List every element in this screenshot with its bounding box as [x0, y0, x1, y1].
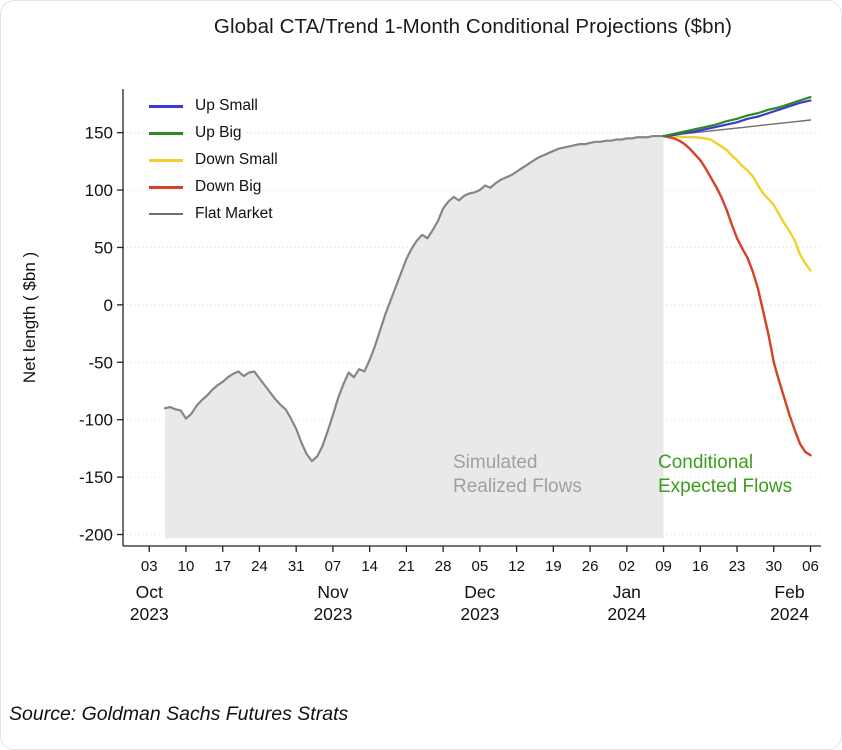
legend-line-swatch-up-big — [149, 131, 183, 135]
y-tick-label: 50 — [94, 238, 113, 257]
x-year-label: 2023 — [460, 604, 499, 624]
x-month-label: Nov — [317, 582, 348, 602]
series-line-realized — [163, 134, 665, 463]
legend-line-swatch-down-small — [149, 158, 183, 162]
legend-label: Down Small — [195, 151, 278, 168]
x-tick-label: 03 — [141, 558, 158, 575]
series-line-flat_market — [662, 119, 812, 137]
annotation-simulated-realized-flows: Simulated Realized Flows — [453, 451, 582, 500]
annotation-line: Expected Flows — [658, 476, 793, 498]
x-month-label: Oct — [136, 582, 163, 602]
y-tick-label: -100 — [79, 411, 113, 430]
chart-title: Global CTA/Trend 1-Month Conditional Pro… — [213, 15, 733, 38]
annotation-conditional-expected-flows: Conditional Expected Flows — [658, 451, 792, 500]
x-tick-label: 09 — [655, 558, 672, 575]
annotation-line: Conditional — [658, 452, 754, 473]
x-year-label: 2024 — [770, 604, 809, 624]
legend-label: Flat Market — [195, 205, 273, 222]
x-year-label: 2023 — [130, 604, 169, 624]
x-tick-label: 14 — [361, 558, 378, 575]
chart-legend: Up Small Up Big Down Small Down Big Flat Mar… — [149, 97, 278, 223]
annotation-line: Realized Flows — [453, 476, 582, 498]
realized-shaded-area — [164, 136, 664, 538]
x-tick-label: 28 — [435, 558, 452, 575]
legend-item-flat-market: Flat Market — [149, 205, 278, 223]
x-year-label: 2024 — [607, 604, 646, 624]
x-tick-label: 05 — [472, 558, 489, 575]
y-tick-label: -150 — [79, 468, 113, 487]
series-line-up_big — [662, 95, 812, 138]
x-tick-label: 31 — [288, 558, 305, 575]
y-tick-label: -50 — [88, 353, 113, 372]
legend-label: Down Big — [195, 178, 262, 195]
annotation-line: Simulated — [453, 452, 538, 473]
x-tick-label: 24 — [251, 558, 268, 575]
y-tick-label: 100 — [85, 181, 113, 200]
series-line-down_big — [662, 134, 812, 457]
source-note: Source: Goldman Sachs Futures Strats — [9, 703, 349, 725]
legend-line-swatch-up-small — [149, 104, 183, 108]
x-tick-label: 17 — [214, 558, 231, 575]
x-tick-label: 30 — [765, 558, 782, 575]
x-tick-label: 21 — [398, 558, 415, 575]
legend-label: Up Big — [195, 124, 242, 141]
x-month-label: Jan — [613, 582, 641, 602]
x-tick-label: 02 — [618, 558, 635, 575]
legend-item-down-small: Down Small — [149, 151, 278, 169]
legend-line-swatch-flat-market — [149, 213, 183, 215]
y-tick-label: 150 — [85, 124, 113, 143]
x-month-label: Dec — [464, 582, 495, 602]
x-tick-label: 19 — [545, 558, 562, 575]
legend-item-up-big: Up Big — [149, 124, 278, 142]
legend-line-swatch-down-big — [149, 185, 183, 189]
legend-item-down-big: Down Big — [149, 178, 278, 196]
legend-item-up-small: Up Small — [149, 97, 278, 115]
x-month-label: Feb — [774, 582, 804, 602]
x-tick-label: 16 — [692, 558, 709, 575]
x-tick-label: 10 — [178, 558, 195, 575]
x-tick-label: 07 — [325, 558, 342, 575]
x-tick-label: 12 — [508, 558, 525, 575]
y-axis-title: Net length ( $bn ) — [20, 252, 39, 383]
x-year-label: 2023 — [313, 604, 352, 624]
x-tick-label: 26 — [582, 558, 599, 575]
legend-label: Up Small — [195, 97, 258, 114]
x-tick-label: 06 — [802, 558, 819, 575]
series-line-up_small — [662, 99, 812, 138]
x-tick-label: 23 — [729, 558, 746, 575]
y-tick-label: 0 — [104, 296, 113, 315]
y-tick-label: -200 — [79, 526, 113, 545]
series-line-down_small — [662, 134, 812, 272]
